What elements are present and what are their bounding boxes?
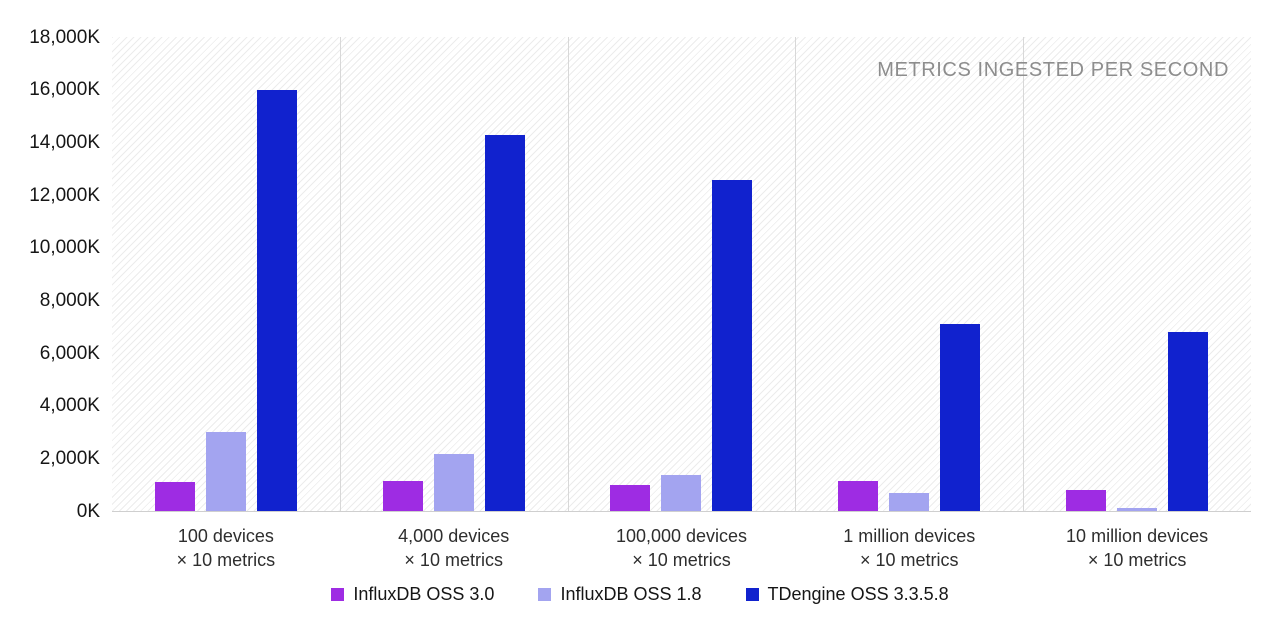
- bar-group: [568, 37, 796, 511]
- legend-label: InfluxDB OSS 1.8: [560, 584, 702, 604]
- category-label-line: 100,000 devices: [615, 526, 748, 546]
- category-label: 100,000 devices × 10 metrics: [568, 524, 796, 572]
- legend-label: InfluxDB OSS 3.0: [353, 584, 495, 604]
- category-label-line: × 10 metrics: [860, 550, 959, 570]
- bar-group: [340, 37, 568, 511]
- bar: [433, 454, 474, 511]
- category-label-line: 4,000 devices: [398, 526, 510, 546]
- y-tick-label: 2,000K: [39, 447, 100, 469]
- bar: [661, 474, 702, 511]
- y-tick-label: 8,000K: [39, 289, 100, 311]
- panel-divider-gridline: [567, 37, 569, 511]
- category-label-line: × 10 metrics: [176, 550, 276, 570]
- y-tick-label: 12,000K: [29, 184, 100, 206]
- chart-title: METRICS INGESTED PER SECOND: [877, 59, 1229, 81]
- category-label-line: × 10 metrics: [404, 550, 503, 570]
- y-tick-label: 10,000K: [29, 237, 100, 259]
- y-tick-label: 4,000K: [39, 395, 100, 417]
- category-label-line: × 10 metrics: [632, 550, 731, 570]
- category-label-line: 100 devices: [177, 526, 274, 546]
- bar-group: [112, 37, 340, 511]
- legend-item: TDengine OSS 3.3.5.8: [745, 584, 949, 605]
- bar: [940, 324, 981, 511]
- bar: [256, 89, 297, 511]
- panel-divider-gridline: [339, 37, 341, 511]
- category-label: 10 million devices × 10 metrics: [1023, 524, 1251, 572]
- panel-divider-gridline: [1023, 37, 1025, 511]
- bar: [1168, 331, 1209, 511]
- y-tick-label: 16,000K: [29, 79, 100, 101]
- bar-group: [795, 37, 1023, 511]
- y-tick-label: 14,000K: [29, 131, 100, 153]
- plot-area: METRICS INGESTED PER SECOND: [112, 37, 1251, 512]
- category-label: 1 million devices × 10 metrics: [795, 524, 1023, 572]
- bar: [205, 432, 246, 511]
- category-label-line: 1 million devices: [843, 526, 976, 546]
- legend-label: TDengine OSS 3.3.5.8: [767, 584, 949, 604]
- bar: [484, 134, 525, 511]
- legend: InfluxDB OSS 3.0 InfluxDB OSS 1.8 TDengine…: [0, 584, 1280, 605]
- bar: [712, 180, 753, 511]
- category-label: 4,000 devices × 10 metrics: [340, 524, 568, 572]
- bar: [838, 480, 879, 511]
- category-label: 100 devices × 10 metrics: [112, 524, 340, 572]
- bar: [382, 480, 423, 511]
- legend-item: InfluxDB OSS 1.8: [538, 584, 702, 605]
- legend-swatch-icon: [745, 588, 759, 601]
- legend-item: InfluxDB OSS 3.0: [331, 584, 494, 605]
- bar-group: [1023, 37, 1251, 511]
- y-tick-label: 18,000K: [29, 26, 100, 48]
- legend-swatch-icon: [331, 588, 345, 601]
- bar: [1066, 489, 1107, 511]
- x-axis-category-labels: 100 devices × 10 metrics 4,000 devices × 10…: [112, 524, 1251, 572]
- y-axis: 0K 2,000K 4,000K 6,000K 8,000K 10,000K 12,000K…: [0, 0, 100, 622]
- y-tick-label: 6,000K: [39, 342, 100, 364]
- category-label-line: × 10 metrics: [1087, 550, 1187, 570]
- panel-divider-gridline: [795, 37, 797, 511]
- y-tick-label: 0K: [76, 500, 100, 522]
- bar: [889, 492, 930, 511]
- category-label-line: 10 million devices: [1066, 526, 1209, 546]
- legend-swatch-icon: [538, 588, 552, 601]
- bar: [610, 484, 651, 511]
- bar: [154, 482, 195, 511]
- bar-groups: [112, 37, 1251, 511]
- bar: [1117, 508, 1158, 511]
